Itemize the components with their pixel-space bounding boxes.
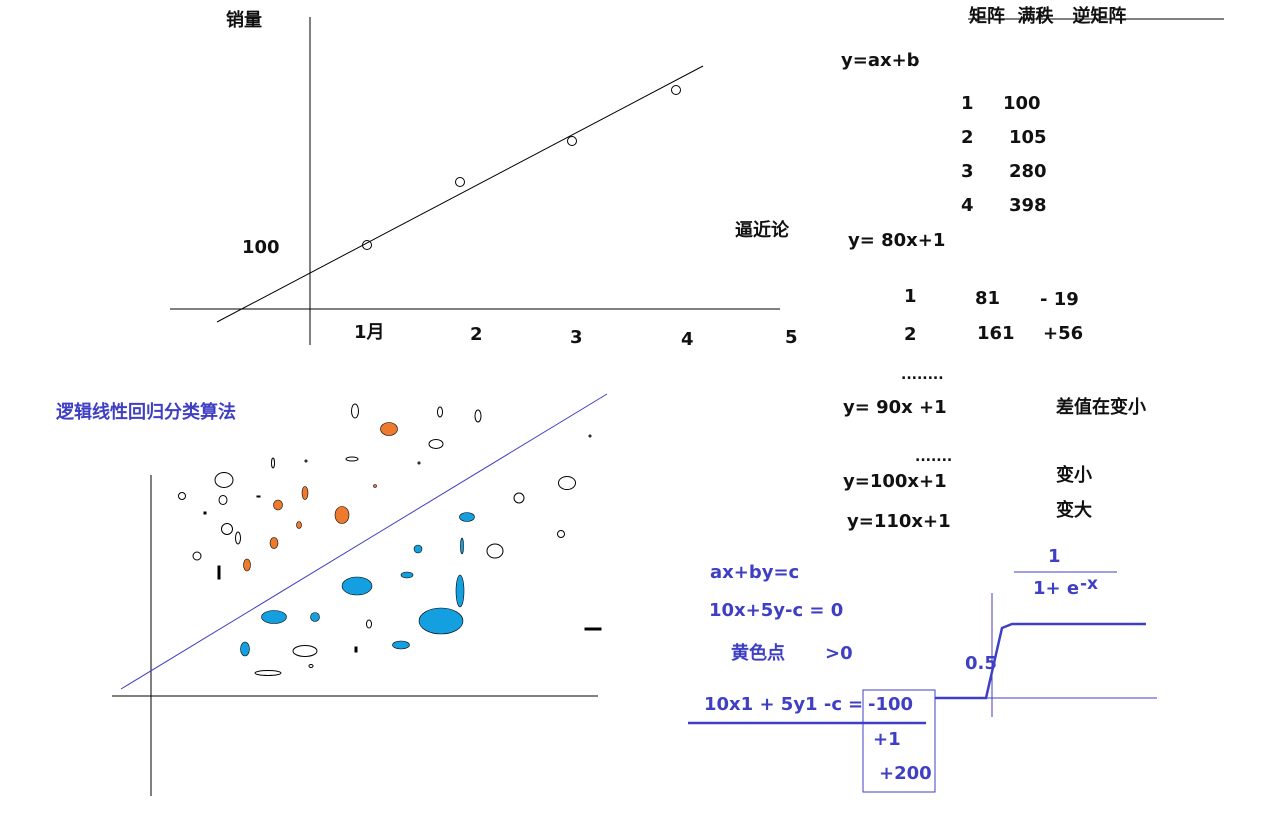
sigmoid-half-label: 0.5	[965, 653, 997, 674]
sigmoid-exponent: -x	[1080, 574, 1099, 594]
scatter-plot	[112, 393, 608, 796]
data-point	[567, 136, 577, 146]
value-negative: -100	[868, 694, 914, 715]
black-marks	[203, 495, 602, 653]
note-shrinking: 差值在变小	[1056, 397, 1146, 418]
regression-chart	[170, 17, 780, 345]
values-box	[862, 689, 936, 793]
fit-equation-2: y= 90x +1	[843, 397, 947, 418]
sigmoid-curve	[935, 622, 1146, 700]
residual-diff: +56	[1043, 323, 1084, 344]
table-y: 398	[1009, 195, 1047, 216]
x-tick-1: 1月	[354, 322, 385, 343]
orange-points	[243, 422, 398, 572]
x-tick-3: 3	[570, 327, 583, 348]
x-tick-5: 5	[785, 327, 798, 348]
blue-points	[240, 512, 475, 657]
table-y: 280	[1009, 161, 1047, 182]
table-x: 3	[961, 161, 974, 182]
fit-equation-4: y=110x+1	[847, 511, 951, 532]
data-point	[455, 177, 465, 187]
greater-than-zero: >0	[825, 643, 853, 664]
fit-equation-3: y=100x+1	[843, 471, 947, 492]
residual-pred: 81	[975, 288, 1001, 309]
formula-strokes	[688, 571, 1157, 793]
fit-equation-1: y= 80x+1	[848, 230, 946, 251]
x-tick-2: 2	[470, 324, 483, 345]
table-x: 2	[961, 127, 974, 148]
table-x: 1	[961, 93, 974, 114]
approximation-label: 逼近论	[735, 220, 789, 241]
x-tick-4: 4	[681, 329, 694, 350]
note-smaller: 变小	[1056, 465, 1092, 486]
table-y: 105	[1009, 127, 1047, 148]
value-positive: +200	[879, 763, 932, 784]
evaluation-expression: 10x1 + 5y1 -c	[704, 694, 842, 715]
fit-line	[216, 65, 704, 323]
yellow-point-label: 黄色点	[731, 643, 785, 664]
decision-boundary	[120, 393, 608, 690]
residual-x: 2	[904, 324, 917, 345]
data-point	[362, 240, 372, 250]
y-tick-label: 100	[242, 237, 280, 258]
table-x: 4	[961, 195, 974, 216]
model-equation: y=ax+b	[841, 50, 920, 71]
example-equation: 10x+5y-c = 0	[709, 600, 844, 621]
residual-diff: - 19	[1040, 289, 1079, 310]
equals-sign: =	[848, 694, 864, 715]
data-point	[671, 85, 681, 95]
white-points	[178, 403, 592, 676]
value-small: +1	[873, 729, 901, 750]
sigmoid-numerator: 1	[1048, 546, 1061, 567]
table-y: 100	[1003, 93, 1041, 114]
sigmoid-denominator: 1+ e	[1033, 578, 1080, 599]
line-equation: ax+by=c	[710, 562, 800, 583]
residual-x: 1	[904, 286, 917, 307]
y-axis-label: 销量	[226, 10, 262, 31]
logistic-regression-title: 逻辑线性回归分类算法	[56, 402, 236, 423]
residual-pred: 161	[977, 323, 1015, 344]
ellipsis-2: .......	[915, 449, 953, 465]
ellipsis-1: ........	[901, 367, 944, 383]
matrix-header: 矩阵 满秩 逆矩阵	[969, 6, 1127, 27]
note-larger: 变大	[1056, 500, 1092, 521]
